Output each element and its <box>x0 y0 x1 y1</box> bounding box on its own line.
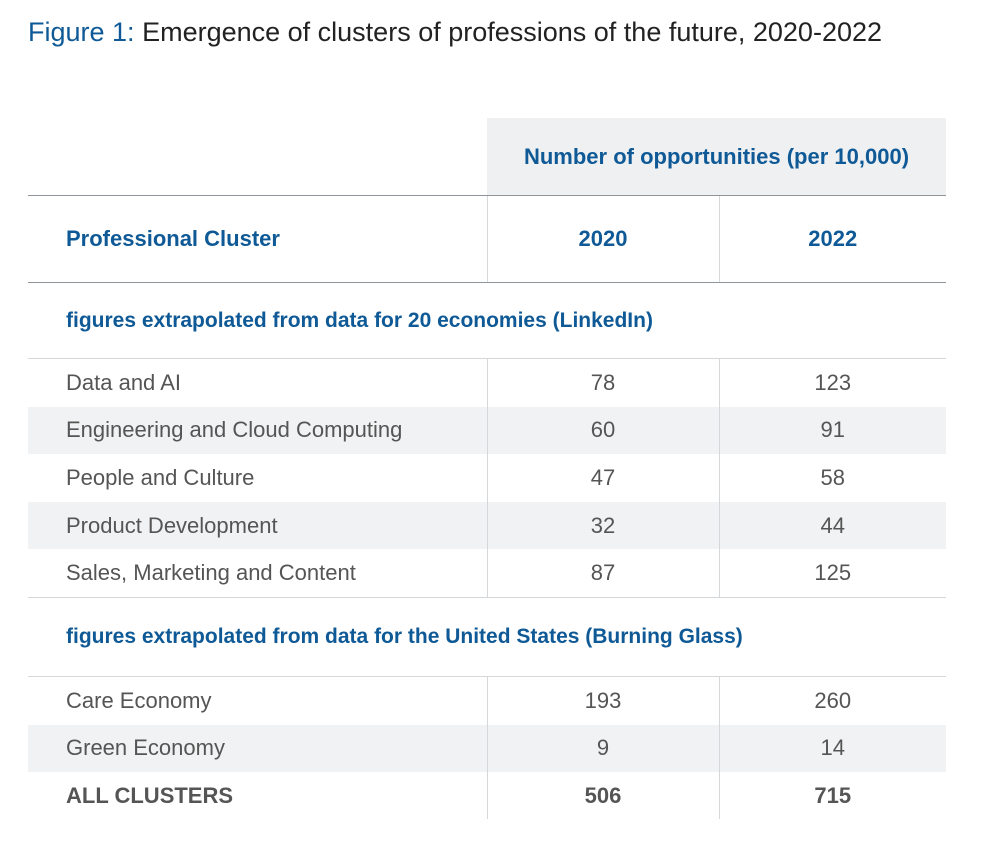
cluster-name: People and Culture <box>66 464 255 490</box>
value-2020: 60 <box>486 406 719 455</box>
column-header-row: Professional Cluster 2020 2022 <box>28 195 946 283</box>
cluster-name: Green Economy <box>28 724 487 773</box>
column-header-cluster: Professional Cluster <box>28 195 487 283</box>
table-row: Care Economy 193 260 <box>28 676 946 725</box>
value-2022: 123 <box>718 358 946 407</box>
cluster-name: Care Economy <box>66 687 212 713</box>
cluster-name: Product Development <box>28 501 487 550</box>
value-2020: 87 <box>486 549 719 598</box>
table-row: Green Economy 9 14 <box>28 724 946 773</box>
figure-title: Figure 1: Emergence of clusters of profe… <box>28 14 882 50</box>
value-2020: 9 <box>486 724 719 773</box>
value-2022: 260 <box>718 676 946 725</box>
cluster-name: Engineering and Cloud Computing <box>28 406 487 455</box>
total-2020: 506 <box>486 772 719 820</box>
value-2020: 193 <box>486 676 719 725</box>
opportunities-header: Number of opportunities (per 10,000) <box>487 118 946 196</box>
figure-title-text: Emergence of clusters of professions of … <box>142 17 883 47</box>
cluster-name: Data and AI <box>66 369 181 395</box>
value-2022: 58 <box>718 454 946 502</box>
section-heading-row: figures extrapolated from data for the U… <box>28 597 946 677</box>
value-2020: 47 <box>486 454 719 502</box>
table-row: Sales, Marketing and Content 87 125 <box>28 549 946 598</box>
column-header-2020: 2020 <box>486 195 719 283</box>
value-2020: 78 <box>486 358 719 407</box>
total-row: ALL CLUSTERS 506 715 <box>28 772 946 820</box>
empty-corner-cell <box>28 118 487 196</box>
value-2022: 44 <box>718 501 946 550</box>
table-row: Data and AI 78 123 <box>28 358 946 407</box>
value-2022: 14 <box>718 724 946 773</box>
group-header-row: Number of opportunities (per 10,000) <box>28 118 946 196</box>
table-row: Product Development 32 44 <box>28 501 946 550</box>
section-heading-row: figures extrapolated from data for 20 ec… <box>28 282 946 359</box>
figure-label: Figure 1: <box>28 17 135 47</box>
table-row: People and Culture 47 58 <box>28 454 946 502</box>
cluster-name: Sales, Marketing and Content <box>28 549 487 598</box>
total-2022: 715 <box>718 772 946 820</box>
table-row: Engineering and Cloud Computing 60 91 <box>28 406 946 455</box>
value-2022: 125 <box>718 549 946 598</box>
value-2022: 91 <box>718 406 946 455</box>
section-heading: figures extrapolated from data for 20 ec… <box>28 282 946 359</box>
column-header-2022: 2022 <box>718 195 946 283</box>
section-heading: figures extrapolated from data for the U… <box>28 597 946 677</box>
total-label: ALL CLUSTERS <box>66 782 234 808</box>
clusters-table: Number of opportunities (per 10,000) Pro… <box>28 118 946 820</box>
value-2020: 32 <box>486 501 719 550</box>
